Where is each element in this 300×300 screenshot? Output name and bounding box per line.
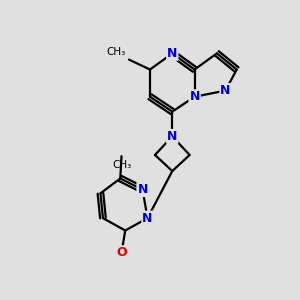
Text: N: N xyxy=(137,183,148,196)
Text: CH₃: CH₃ xyxy=(106,47,125,57)
Text: N: N xyxy=(220,84,231,97)
Text: N: N xyxy=(167,47,178,60)
Text: N: N xyxy=(167,130,178,143)
Text: N: N xyxy=(142,212,153,225)
Text: CH₃: CH₃ xyxy=(112,160,131,170)
Text: O: O xyxy=(116,246,127,259)
Text: N: N xyxy=(189,90,200,103)
